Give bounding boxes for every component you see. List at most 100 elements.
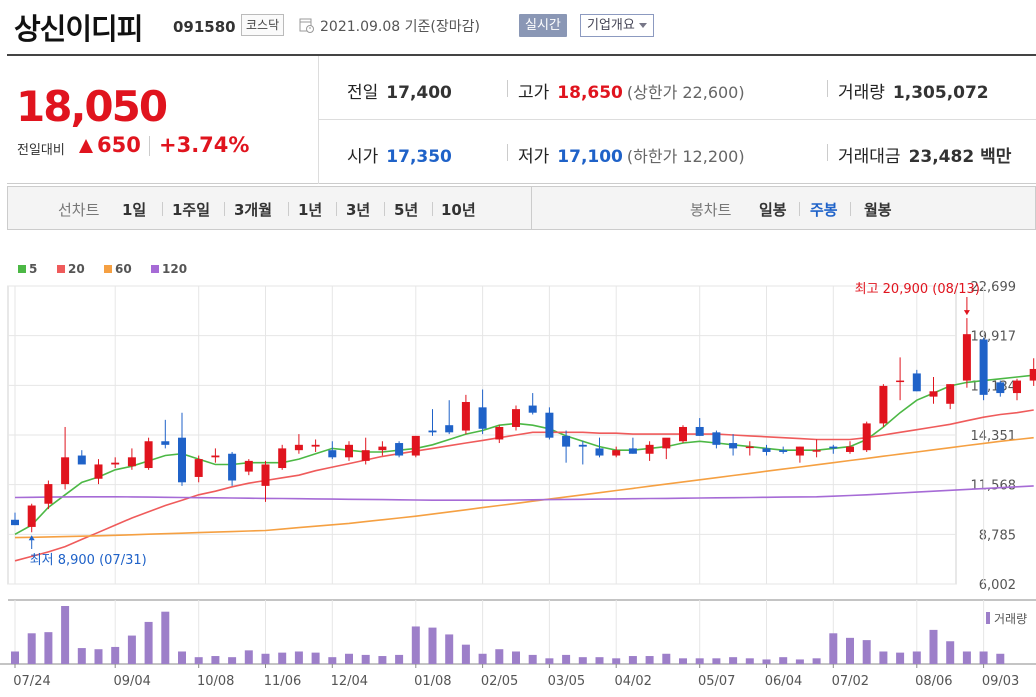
y-tick-label: 19,917: [971, 330, 1017, 345]
volume-bar: [461, 644, 470, 664]
volume-bar: [127, 635, 136, 664]
open-stat: 시가 17,350: [347, 142, 452, 167]
candle-monthly[interactable]: 월봉: [864, 201, 892, 219]
y-tick-label: 11,568: [971, 479, 1017, 494]
candlestick-chart: 22,69919,91717,13414,35111,5688,7856,002…: [0, 262, 1036, 689]
candle-body: [695, 426, 704, 436]
candle-daily[interactable]: 일봉: [759, 201, 787, 219]
volume-bar: [27, 633, 36, 664]
period-3m[interactable]: 3개월: [234, 201, 273, 219]
volume-bar: [779, 657, 788, 664]
candle-body: [879, 385, 888, 424]
candle-body: [946, 384, 955, 404]
candle-body: [144, 441, 153, 469]
candle-body: [962, 334, 971, 381]
high-label: 고가: [518, 83, 550, 103]
period-1y[interactable]: 1년: [298, 201, 323, 219]
volume-bar: [846, 637, 854, 664]
period-5y[interactable]: 5년: [394, 201, 419, 219]
divider: [507, 144, 508, 161]
y-tick-label: 8,785: [979, 528, 1016, 543]
candle-chart-title: 봉차트: [690, 201, 732, 219]
candle-body: [44, 484, 53, 504]
divider: [432, 202, 433, 216]
volume-bar: [829, 633, 838, 664]
candle-body: [896, 380, 905, 383]
volume-bar: [361, 654, 370, 664]
change-label: 전일대비: [17, 143, 65, 158]
chevron-down-icon: [638, 23, 647, 28]
candle-body: [428, 430, 437, 433]
volume-bar: [679, 658, 687, 664]
candle-body: [261, 464, 270, 486]
period-10y[interactable]: 10년: [441, 201, 476, 219]
candle-body: [829, 446, 838, 449]
trade-amount-value: 23,482 백만: [908, 147, 1012, 167]
volume-legend-swatch: [986, 612, 990, 624]
realtime-button[interactable]: 실시간: [519, 14, 567, 37]
x-tick-label: 06/04: [765, 674, 802, 689]
calendar-icon: [299, 18, 314, 33]
candle-body: [912, 373, 921, 392]
company-overview-button[interactable]: 기업개요: [580, 14, 654, 37]
x-tick-label: 04/02: [614, 674, 651, 689]
volume-bar: [962, 651, 971, 664]
current-price: 18,050: [16, 82, 168, 131]
candle-body: [862, 423, 871, 451]
volume-bar: [996, 653, 1005, 664]
trade-amount-label: 거래대금: [838, 147, 901, 167]
divider: [224, 202, 225, 216]
divider: [336, 202, 337, 216]
volume-bar: [979, 651, 988, 664]
date-text: 2021.09.08 기준(장마감): [320, 19, 480, 35]
volume-bar: [144, 621, 153, 664]
candle-body: [562, 435, 571, 447]
prev-close-stat: 전일 17,400: [347, 78, 452, 103]
volume-bar: [578, 657, 587, 664]
lower-limit: (하한가 12,200): [626, 147, 745, 166]
volume-bar: [11, 651, 19, 664]
change-amount: 650: [97, 133, 141, 157]
open-label: 시가: [347, 147, 379, 167]
chart-period-bar: 선차트 1일 1주일 3개월 1년 3년 5년 10년 봉차트 일봉 주봉 월봉: [7, 186, 1036, 230]
x-tick-label: 11/06: [264, 674, 301, 689]
line-chart-periods: 선차트 1일 1주일 3개월 1년 3년 5년 10년: [8, 187, 532, 229]
current-price-panel: 18,050 전일대비 650 +3.74%: [7, 56, 319, 184]
divider: [799, 202, 800, 216]
candle-body: [445, 425, 454, 433]
min-arrow-head-icon: [28, 535, 35, 541]
volume-legend-label: 거래량: [994, 612, 1027, 626]
divider: [827, 144, 828, 161]
candle-body: [127, 457, 136, 467]
volume-bar: [94, 649, 103, 664]
candle-body: [645, 444, 654, 454]
candle-weekly[interactable]: 주봉: [810, 201, 838, 219]
period-1w[interactable]: 1주일: [172, 201, 211, 219]
divider: [162, 202, 163, 216]
volume-bar: [562, 654, 571, 664]
volume-stat: 거래량 1,305,072: [838, 78, 989, 103]
volume-bar: [244, 650, 253, 664]
volume-bar: [261, 653, 270, 664]
stock-header: 상신이디피 091580 코스닥 2021.09.08 기준(장마감) 실시간 …: [0, 0, 1036, 54]
candle-body: [461, 401, 470, 431]
volume-bar: [328, 657, 337, 664]
volume-bar: [695, 658, 704, 664]
volume-bar: [211, 656, 220, 664]
volume-bar: [545, 658, 554, 664]
period-1d[interactable]: 1일: [122, 201, 147, 219]
candle-body: [111, 462, 120, 465]
volume-bar: [912, 651, 921, 664]
trade-amount-stat: 거래대금 23,482 백만: [838, 142, 1011, 167]
period-3y[interactable]: 3년: [346, 201, 371, 219]
candle-body: [178, 437, 186, 483]
candle-body: [662, 437, 671, 449]
candle-body: [612, 450, 621, 456]
candle-body: [395, 443, 404, 456]
y-tick-label: 6,002: [979, 578, 1016, 593]
volume-bar: [44, 632, 53, 664]
candle-body: [512, 409, 520, 427]
triangle-up-icon: [79, 139, 93, 153]
volume-bar: [278, 652, 287, 664]
volume-bar: [896, 652, 905, 664]
